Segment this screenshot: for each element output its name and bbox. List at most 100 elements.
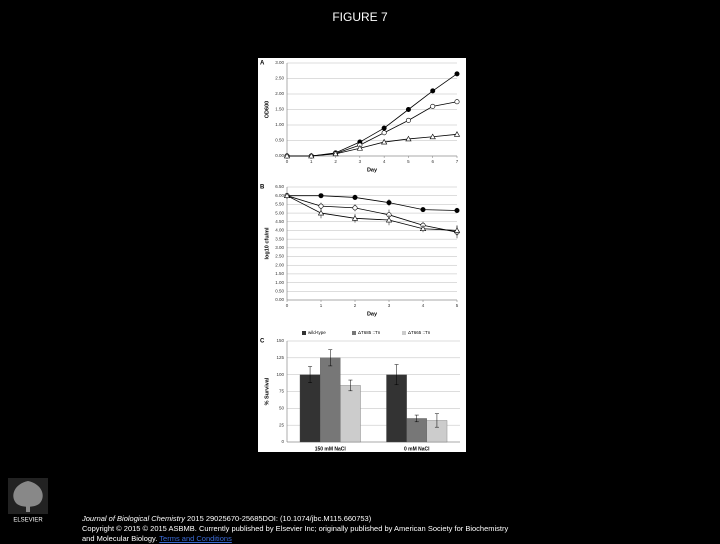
data-point [352,194,358,200]
y-tick-label: 2.50 [275,76,284,81]
data-point [429,133,436,140]
y-tick-label: 25 [279,422,285,427]
x-tick-label: 150 mM NaCl [315,446,347,452]
data-point [283,152,291,159]
error-bar [308,366,313,383]
x-tick-label: 5 [407,159,410,164]
y-tick-label: 1.50 [275,271,284,276]
y-tick-label: 150 [276,338,284,343]
data-point [318,203,324,209]
x-tick-label: 3 [388,303,391,308]
x-tick-label: 0 mM NaCl [404,446,430,452]
data-point [332,150,339,157]
y-tick-label: 6.50 [275,184,284,189]
citation: 2015 29025670-25685DOI: (10.1074/jbc.M11… [184,514,372,523]
bar [299,374,321,443]
data-point [385,216,393,223]
legend-swatch [352,331,356,335]
y-tick-label: 1.50 [275,107,284,112]
x-tick-label: 5 [456,303,459,308]
error-bar [434,413,439,428]
panel-label: A [260,61,265,67]
data-point [453,131,461,137]
data-point [317,209,325,216]
legend-swatch [302,331,306,335]
publisher-name: ELSEVIER [13,518,43,524]
figure-panel [258,58,466,452]
error-bar [348,379,353,392]
panel-label: B [260,185,265,191]
data-point [351,215,359,221]
y-tick-label: 2.00 [275,262,284,267]
x-axis-title: Day [367,167,378,173]
data-point [405,117,411,123]
terms-link[interactable]: Terms and Conditions [159,534,232,543]
y-tick-label: 2.50 [275,254,284,259]
x-axis-title: Day [367,311,378,317]
y-tick-label: 0.00 [275,153,284,158]
y-tick-label: 125 [276,355,284,360]
x-tick-label: 1 [310,159,313,164]
y-axis-title: % Survival [264,377,270,405]
copyright: Copyright © 2015 © 2015 ASBMB. Currently… [82,524,509,543]
data-point [454,207,460,213]
error-bar [414,414,419,423]
legend-label: wild-type [308,330,326,335]
series-line [286,195,458,231]
y-axis-title: log10 cfu/ml [264,227,270,260]
y-tick-label: 1.00 [275,122,284,127]
series-line [286,195,458,233]
y-tick-label: 5.50 [275,202,284,207]
data-point [308,152,315,159]
legend-swatch [402,331,406,335]
citation-block: Journal of Biological Chemistry 2015 290… [82,514,522,544]
x-tick-label: 4 [422,303,425,308]
y-tick-label: 75 [279,389,285,394]
y-tick-label: 1.00 [275,280,284,285]
data-point [356,145,363,151]
y-tick-label: 0.00 [275,297,284,302]
data-point [454,71,460,77]
data-point [381,130,387,136]
x-tick-label: 6 [431,159,434,164]
x-tick-label: 1 [320,303,323,308]
x-tick-label: 0 [286,159,289,164]
legend-label: ΔT685 ::Tn [358,330,381,335]
y-tick-label: 4.00 [275,228,284,233]
data-point [283,192,291,198]
data-point [318,193,324,199]
legend-label: ΔT665 ::Tn [408,330,431,335]
data-point [453,227,461,233]
data-point [454,99,460,105]
y-tick-label: 0 [281,439,284,444]
error-bar [394,364,399,386]
slide-title: FIGURE 7 [332,10,388,24]
y-tick-label: 0.50 [275,138,284,143]
data-point [420,207,426,213]
data-point [430,103,436,109]
data-point [352,205,358,211]
y-tick-label: 3.00 [275,60,284,65]
y-tick-label: 100 [276,372,284,377]
y-tick-label: 50 [279,406,285,411]
y-tick-label: 2.00 [275,91,284,96]
y-tick-label: 6.00 [275,193,284,198]
y-tick-label: 3.00 [275,245,284,250]
publisher-logo [8,478,48,514]
panel-label: C [260,339,265,345]
y-tick-label: 5.00 [275,210,284,215]
x-tick-label: 0 [286,303,289,308]
x-tick-label: 4 [383,159,386,164]
bar [320,357,341,443]
series-line [287,195,458,211]
data-point [381,138,388,145]
error-bar [328,349,333,367]
y-tick-label: 4.50 [275,219,284,224]
data-point [419,225,427,232]
data-point [405,135,412,142]
x-tick-label: 2 [354,303,357,308]
data-point [430,88,436,94]
journal-name: Journal of Biological Chemistry [82,514,185,523]
x-tick-label: 3 [359,159,362,164]
